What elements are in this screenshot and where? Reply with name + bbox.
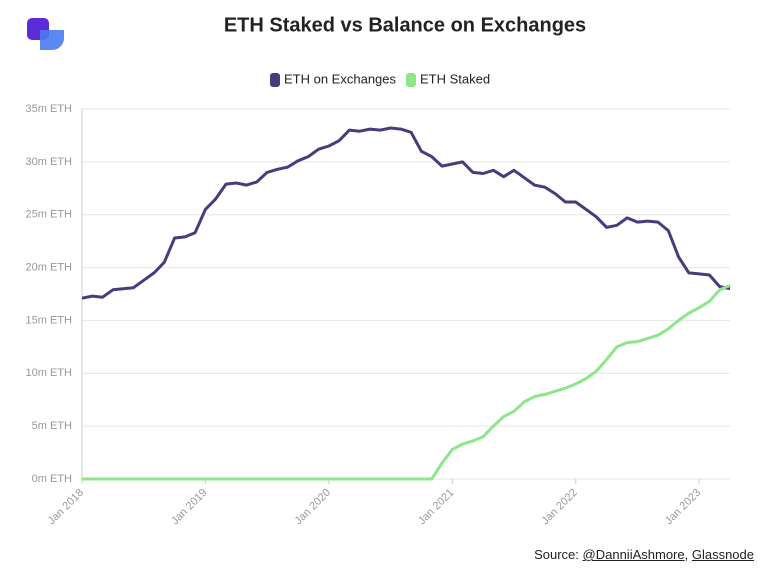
x-tick-label: Jan 2018 xyxy=(46,487,86,527)
legend: ETH on Exchanges ETH Staked xyxy=(270,71,490,87)
x-tick-label: Jan 2022 xyxy=(539,487,579,527)
logo xyxy=(27,18,64,50)
y-tick-label: 15m ETH xyxy=(26,314,73,326)
source-link[interactable]: Glassnode xyxy=(691,547,754,562)
y-tick-label: 5m ETH xyxy=(32,420,72,432)
legend-label: ETH Staked xyxy=(420,71,490,86)
legend-swatch xyxy=(270,73,280,87)
y-tick-label: 35m ETH xyxy=(26,103,73,115)
x-tick-label: Jan 2019 xyxy=(169,487,209,527)
x-tick-label: Jan 2021 xyxy=(416,487,456,527)
legend-swatch xyxy=(406,73,417,87)
chart-title: ETH Staked vs Balance on Exchanges xyxy=(224,14,586,36)
y-tick-label: 25m ETH xyxy=(26,209,73,221)
y-tick-label: 0m ETH xyxy=(32,473,72,485)
source: Source: @DanniiAshmore, Glassnode xyxy=(534,547,754,562)
line xyxy=(82,284,731,481)
x-tick-label: Jan 2023 xyxy=(663,487,703,527)
source-link[interactable]: @DanniiAshmore xyxy=(582,547,685,562)
legend-label: ETH on Exchanges xyxy=(284,71,397,86)
y-tick-label: 20m ETH xyxy=(26,261,73,273)
source-prefix: Source: xyxy=(534,547,579,562)
y-tick-label: 10m ETH xyxy=(26,367,73,379)
x-tick-label: Jan 2020 xyxy=(293,487,333,527)
y-tick-label: 30m ETH xyxy=(26,156,73,168)
line xyxy=(81,126,731,300)
